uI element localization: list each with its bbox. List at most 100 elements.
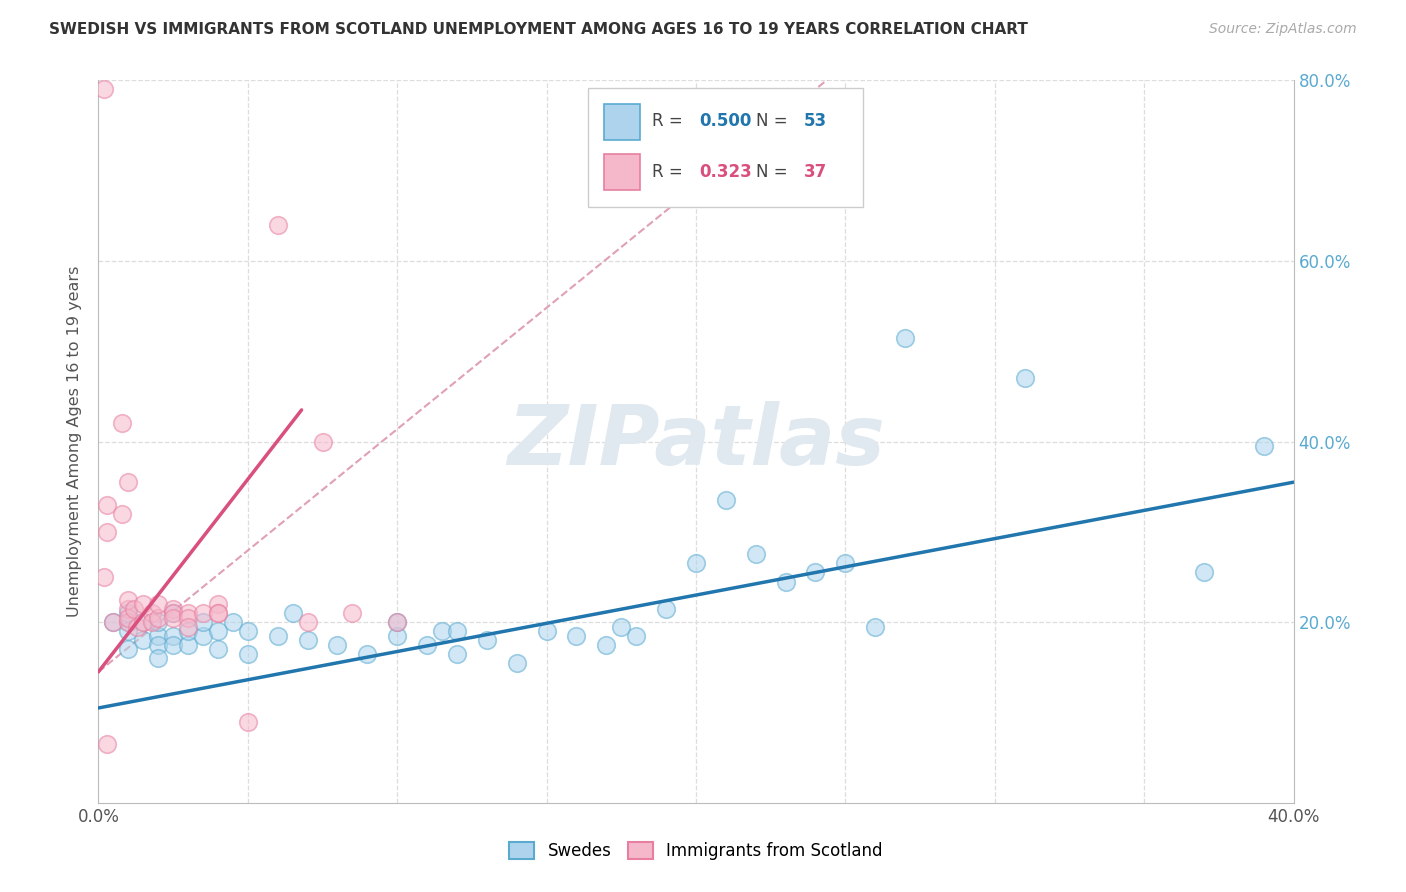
Point <box>162 629 184 643</box>
Point <box>191 606 214 620</box>
Point <box>162 601 184 615</box>
Text: 37: 37 <box>804 163 827 181</box>
Point <box>536 624 558 639</box>
Point <box>191 629 214 643</box>
Text: 0.323: 0.323 <box>700 163 752 181</box>
Text: N =: N = <box>756 112 793 130</box>
Point <box>177 624 200 639</box>
Point <box>385 615 409 630</box>
Point <box>117 475 139 490</box>
Point <box>127 620 149 634</box>
Point <box>117 606 139 620</box>
Point <box>326 638 349 652</box>
Point <box>714 493 737 508</box>
Legend: Swedes, Immigrants from Scotland: Swedes, Immigrants from Scotland <box>502 835 890 867</box>
Point <box>1192 566 1215 580</box>
Point <box>207 624 229 639</box>
Point <box>1014 371 1036 385</box>
Text: R =: R = <box>652 163 688 181</box>
Point <box>207 606 229 620</box>
Point <box>475 633 498 648</box>
Bar <box>605 104 640 140</box>
Point <box>267 218 290 232</box>
Point <box>111 507 134 521</box>
Point <box>297 633 319 648</box>
Text: SWEDISH VS IMMIGRANTS FROM SCOTLAND UNEMPLOYMENT AMONG AGES 16 TO 19 YEARS CORRE: SWEDISH VS IMMIGRANTS FROM SCOTLAND UNEM… <box>49 22 1028 37</box>
Point <box>356 647 378 661</box>
Text: N =: N = <box>756 163 793 181</box>
Point <box>132 597 155 611</box>
Point <box>595 638 617 652</box>
Point <box>385 629 409 643</box>
Point <box>93 82 115 96</box>
Point <box>834 557 856 571</box>
Text: 53: 53 <box>804 112 827 130</box>
Point <box>148 651 170 665</box>
Point <box>416 638 439 652</box>
Point <box>191 615 214 630</box>
Point <box>103 615 125 630</box>
Point <box>148 597 170 611</box>
Point <box>96 524 118 539</box>
Text: 0.500: 0.500 <box>700 112 752 130</box>
Point <box>207 606 229 620</box>
Point <box>207 597 229 611</box>
Point <box>117 592 139 607</box>
Point <box>132 615 155 630</box>
Point <box>655 601 678 615</box>
Point <box>96 498 118 512</box>
Point <box>177 610 200 624</box>
Point <box>117 642 139 657</box>
Point <box>117 610 139 624</box>
Point <box>96 737 118 751</box>
Point <box>311 434 333 449</box>
Point <box>132 615 155 630</box>
Point <box>148 629 170 643</box>
Point <box>117 624 139 639</box>
Point <box>117 615 139 630</box>
Point <box>745 548 768 562</box>
Point <box>804 566 827 580</box>
Point <box>222 615 245 630</box>
Point <box>148 615 170 630</box>
Point <box>117 615 139 630</box>
Point <box>141 615 163 630</box>
Point <box>610 620 633 634</box>
Point <box>117 601 139 615</box>
Point <box>236 624 259 639</box>
Bar <box>605 154 640 190</box>
Point <box>565 629 588 643</box>
Point <box>236 714 259 729</box>
Point <box>162 606 184 620</box>
Point <box>177 638 200 652</box>
Point <box>385 615 409 630</box>
Point <box>141 606 163 620</box>
Text: ZIPatlas: ZIPatlas <box>508 401 884 482</box>
Point <box>1253 439 1275 453</box>
Point <box>685 557 707 571</box>
Text: Source: ZipAtlas.com: Source: ZipAtlas.com <box>1209 22 1357 37</box>
Point <box>865 620 887 634</box>
Point <box>207 642 229 657</box>
Point <box>103 615 125 630</box>
Point <box>236 647 259 661</box>
Point <box>297 615 319 630</box>
Point <box>177 620 200 634</box>
Point <box>162 638 184 652</box>
FancyBboxPatch shape <box>589 87 863 207</box>
Point <box>93 570 115 584</box>
Point <box>775 574 797 589</box>
Point <box>626 629 648 643</box>
Point <box>148 610 170 624</box>
Point <box>506 656 529 670</box>
Text: R =: R = <box>652 112 688 130</box>
Point <box>446 647 468 661</box>
Point <box>111 417 134 431</box>
Point <box>446 624 468 639</box>
Point <box>162 606 184 620</box>
Point <box>281 606 304 620</box>
Point <box>177 606 200 620</box>
Point <box>430 624 453 639</box>
Point <box>132 633 155 648</box>
Point <box>894 331 917 345</box>
